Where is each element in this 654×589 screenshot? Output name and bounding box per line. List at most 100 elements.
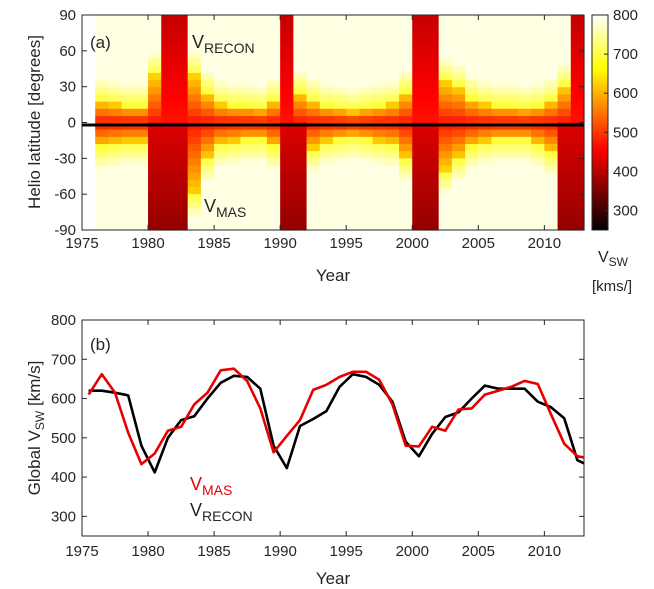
- heatmap-cell: [280, 108, 294, 116]
- heatmap-cell: [108, 22, 123, 30]
- heatmap-cell: [108, 208, 123, 217]
- heatmap-cell: [306, 151, 321, 159]
- x-tick-label: 2000: [396, 235, 429, 252]
- heatmap-cell: [174, 179, 189, 188]
- heatmap-cell: [570, 93, 585, 102]
- heatmap-cell: [412, 129, 427, 138]
- heatmap-cell: [148, 172, 162, 181]
- heatmap-cell: [465, 158, 479, 167]
- heatmap-cell: [214, 86, 228, 95]
- heatmap-cell: [544, 151, 559, 159]
- heatmap-cell: [174, 115, 189, 124]
- heatmap-cell: [200, 215, 215, 224]
- heatmap-cell: [399, 101, 413, 109]
- heatmap-cell: [319, 50, 334, 59]
- heatmap-cell: [504, 15, 519, 23]
- heatmap-cell: [557, 22, 572, 30]
- heatmap-cell: [531, 187, 545, 195]
- heatmap-cell: [148, 29, 162, 38]
- heatmap-cell: [385, 93, 400, 102]
- heatmap-cell: [385, 194, 400, 202]
- heatmap-cell: [161, 29, 176, 38]
- heatmap-cell: [95, 79, 110, 88]
- heatmap-cell: [134, 179, 149, 188]
- heatmap-cell: [412, 93, 427, 102]
- panel-a-y-axis-label: Helio latitude [degrees]: [25, 35, 44, 209]
- heatmap-cell: [557, 208, 572, 217]
- heatmap-cell: [200, 101, 215, 109]
- heatmap-cell: [346, 101, 361, 109]
- heatmap-cell: [544, 144, 559, 152]
- heatmap-cell: [425, 151, 440, 159]
- heatmap-cell: [333, 29, 347, 38]
- heatmap-cell: [478, 50, 493, 59]
- heatmap-cell: [95, 144, 110, 152]
- heatmap-cell: [438, 50, 453, 59]
- heatmap-cell: [293, 101, 308, 109]
- heatmap-cell: [253, 187, 268, 195]
- heatmap-cell: [333, 165, 347, 174]
- heatmap-cell: [346, 151, 361, 159]
- heatmap-cell: [319, 36, 334, 45]
- heatmap-cell: [134, 22, 149, 30]
- heatmap-cell: [359, 86, 374, 95]
- heatmap-cell: [478, 101, 493, 109]
- heatmap-cell: [438, 158, 453, 167]
- heatmap-cell: [200, 187, 215, 195]
- heatmap-cell: [214, 36, 228, 45]
- heatmap-cell: [385, 179, 400, 188]
- heatmap-cell: [504, 215, 519, 224]
- heatmap-cell: [570, 208, 585, 217]
- heatmap-cell: [108, 165, 123, 174]
- heatmap-cell: [346, 115, 361, 124]
- heatmap-cell: [465, 43, 479, 52]
- heatmap-cell: [504, 194, 519, 202]
- heatmap-cell: [227, 72, 242, 81]
- heatmap-cell: [121, 215, 136, 224]
- heatmap-cell: [346, 179, 361, 188]
- heatmap-cell: [240, 72, 255, 81]
- heatmap-cell: [333, 179, 347, 188]
- heatmap-cell: [240, 136, 255, 145]
- heatmap-cell: [240, 144, 255, 152]
- heatmap-cell: [385, 43, 400, 52]
- heatmap-cell: [187, 108, 202, 116]
- heatmap-cell: [478, 136, 493, 145]
- heatmap-cell: [161, 93, 176, 102]
- heatmap-cell: [214, 101, 228, 109]
- heatmap-cell: [465, 115, 479, 124]
- heatmap-cell: [240, 208, 255, 217]
- heatmap-cell: [451, 101, 466, 109]
- panel-a-heatmap: 1975 1980 1985 1990 1995 2000 2005 2010 -90-60-…: [25, 7, 585, 285]
- heatmap-cell: [531, 201, 545, 210]
- heatmap-cell: [161, 151, 176, 159]
- x-tick-label: 1995: [330, 543, 363, 560]
- heatmap-cell: [240, 187, 255, 195]
- heatmap-cell: [451, 22, 466, 30]
- heatmap-cell: [174, 72, 189, 81]
- heatmap-cell: [399, 208, 413, 217]
- heatmap-cell: [187, 29, 202, 38]
- heatmap-cell: [346, 165, 361, 174]
- heatmap-cell: [491, 136, 506, 145]
- panel-a-label: (a): [90, 33, 111, 52]
- heatmap-cell: [134, 165, 149, 174]
- heatmap-cell: [187, 201, 202, 210]
- heatmap-cell: [504, 165, 519, 174]
- y-tick-label: 90: [59, 7, 76, 24]
- heatmap-cell: [491, 43, 506, 52]
- heatmap-cell: [108, 115, 123, 124]
- heatmap-cell: [121, 93, 136, 102]
- heatmap-cell: [333, 36, 347, 45]
- heatmap-cell: [187, 22, 202, 30]
- heatmap-cell: [174, 208, 189, 217]
- colorbar-tick-label: 600: [613, 85, 638, 102]
- heatmap-cell: [161, 115, 176, 124]
- heatmap-cell: [412, 50, 427, 59]
- heatmap-cell: [187, 15, 202, 23]
- heatmap-cell: [372, 72, 387, 81]
- heatmap-cell: [148, 79, 162, 88]
- heatmap-cell: [491, 129, 506, 138]
- heatmap-cell: [359, 151, 374, 159]
- heatmap-cell: [333, 187, 347, 195]
